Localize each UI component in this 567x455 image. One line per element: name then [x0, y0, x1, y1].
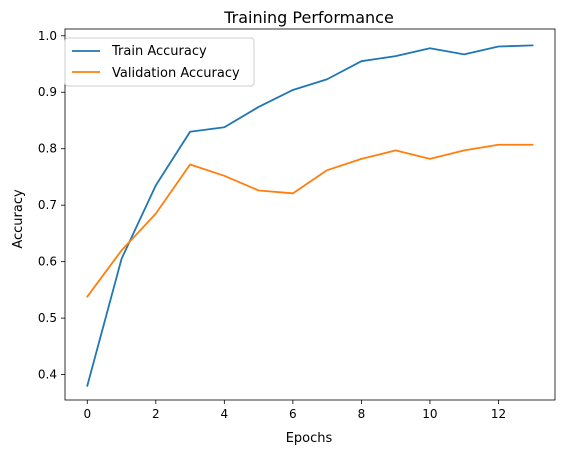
validation-accuracy-line — [86, 143, 534, 298]
chart-title: Training Performance — [223, 8, 394, 27]
x-tick-label: 10 — [422, 407, 437, 421]
legend-box — [64, 37, 255, 87]
x-tick-label: 12 — [491, 407, 506, 421]
x-tick-label: 0 — [83, 407, 91, 421]
x-tick-label: 6 — [289, 407, 297, 421]
legend: Train Accuracy Validation Accuracy — [64, 37, 255, 87]
y-tick-label: 1.0 — [38, 29, 57, 43]
legend-entry-train-accuracy: Train Accuracy — [111, 44, 207, 59]
train-accuracy-line — [86, 44, 534, 387]
y-tick-label: 0.4 — [38, 368, 57, 382]
y-axis-label: Accuracy — [11, 189, 26, 249]
x-tick-label: 2 — [152, 407, 160, 421]
x-tick-label: 4 — [221, 407, 229, 421]
y-tick-label: 0.7 — [38, 198, 57, 212]
y-tick-label: 0.6 — [38, 255, 57, 269]
axes-frame — [64, 28, 556, 401]
x-tick-label: 8 — [358, 407, 366, 421]
plot-area — [64, 28, 556, 401]
y-axis-ticks: 0.4 0.5 0.6 0.7 0.8 0.9 1.0 — [38, 29, 65, 382]
y-tick-label: 0.8 — [38, 142, 57, 156]
y-tick-label: 0.5 — [38, 311, 57, 325]
legend-entry-validation-accuracy: Validation Accuracy — [112, 66, 240, 81]
x-axis-label: Epochs — [286, 431, 333, 446]
y-tick-label: 0.9 — [38, 85, 57, 99]
series-lines — [86, 44, 534, 387]
x-axis-ticks: 0 2 4 6 8 10 12 — [83, 400, 506, 421]
